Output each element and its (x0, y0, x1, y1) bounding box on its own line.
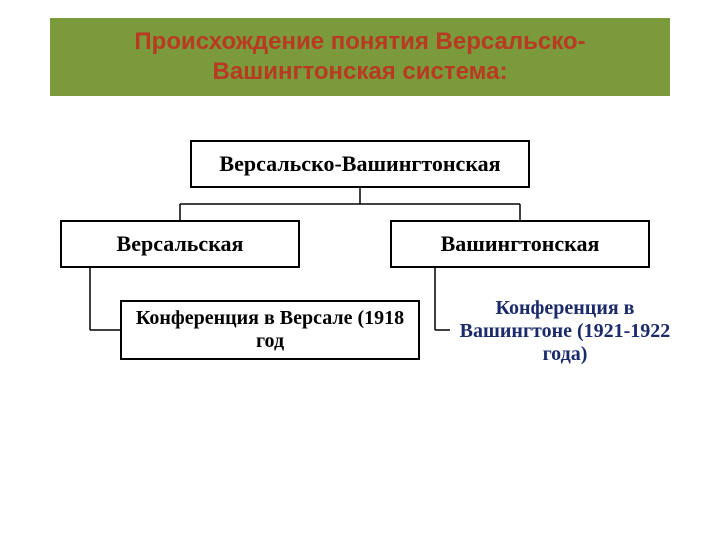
title-banner: Происхождение понятия Версальско-Вашингт… (50, 18, 670, 96)
node-left-conference: Конференция в Версале (1918 год (120, 300, 420, 360)
node-root: Версальско-Вашингтонская (190, 140, 530, 188)
node-right-branch: Вашингтонская (390, 220, 650, 268)
node-right-conference: Конференция в Вашингтоне (1921-1922 года… (450, 296, 680, 366)
node-left-branch: Версальская (60, 220, 300, 268)
